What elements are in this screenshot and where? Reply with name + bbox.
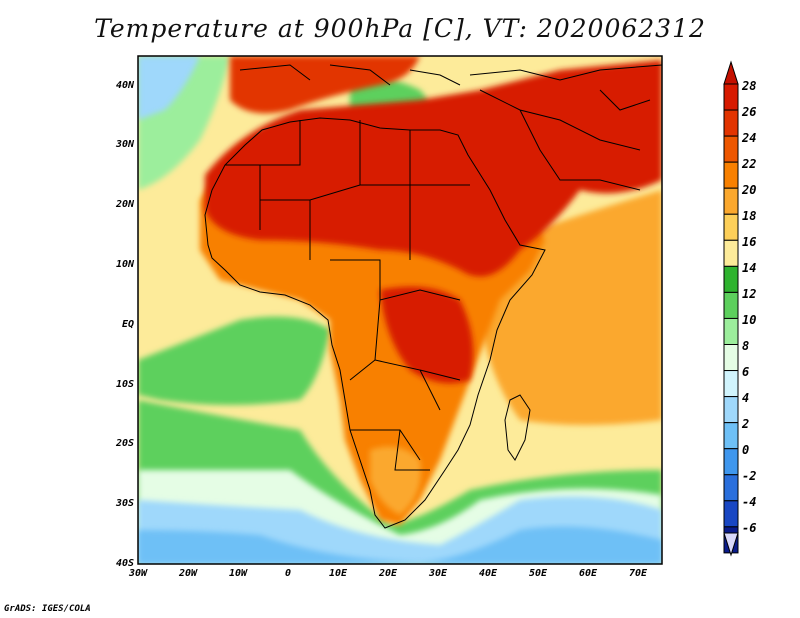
colorbar-swatch [723,291,739,319]
lon-label: 10E [329,568,348,579]
map-title: Temperature at 900hPa [C], VT: 202006231… [94,14,706,43]
lat-label: 10N [116,259,135,270]
colorbar-label: 2 [741,417,749,431]
lon-label: 30E [428,568,448,579]
lat-label: 10S [116,379,134,390]
temperature-map: 30W 20W 10W 0 10E 20E 30E 40E 50E 60E 70… [115,55,756,579]
coastlines-borders [204,64,662,529]
lon-label: 0 [285,568,291,579]
colorbar-swatch [723,187,739,215]
colorbar-swatch [723,474,739,502]
lat-label: 20S [115,438,134,449]
colorbar-label: 0 [742,443,749,457]
colorbar-swatch [723,239,739,267]
colorbar-bottom-arrow [723,532,739,557]
lat-label: 20N [115,199,135,210]
lat-axis: 40N 30N 20N 10N EQ 10S 20S 30S 40S [115,80,135,569]
colorbar-label: 6 [742,365,749,379]
lon-label: 70E [629,568,648,579]
lon-label: 50E [529,568,548,579]
colorbar-swatch [723,109,739,137]
colorbar-swatch [723,213,739,241]
colorbar-swatch [723,344,739,372]
lat-label: 40N [116,80,135,91]
lon-label: 60E [579,568,598,579]
lat-label: 30S [115,498,134,509]
colorbar-label: 20 [741,183,756,197]
colorbar-swatch [723,370,739,398]
colorbar-label: 8 [742,339,749,353]
credit-text: GrADS: IGES/COLA [4,604,91,614]
lat-label: 40S [116,558,134,569]
map-frame [137,55,663,565]
colorbar-swatch [723,448,739,476]
colorbar-top-arrow [723,60,739,85]
colorbar-label: 14 [742,261,756,275]
lon-axis: 30W 20W 10W 0 10E 20E 30E 40E 50E 60E 70… [128,568,648,579]
colorbar: 28 26 24 22 20 18 16 14 12 10 8 6 4 2 0 … [723,60,756,557]
lon-label: 10W [229,568,248,579]
lat-label: 30N [115,139,135,150]
lon-label: 40E [479,568,498,579]
colorbar-swatch [723,422,739,450]
colorbar-label: 12 [742,287,756,301]
colorbar-label: -2 [742,469,756,483]
colorbar-swatch [723,500,739,528]
temperature-field [138,56,662,564]
lat-label: EQ [122,319,134,330]
colorbar-label: 26 [741,105,756,119]
colorbar-swatch [723,396,739,424]
colorbar-swatch [723,265,739,293]
colorbar-swatch [723,161,739,189]
colorbar-swatch [723,317,739,346]
colorbar-label: 22 [741,157,756,171]
colorbar-label: 24 [741,131,756,145]
colorbar-label: 28 [741,79,756,93]
colorbar-label: 10 [742,313,756,327]
colorbar-label: -4 [742,495,756,509]
colorbar-label: -6 [742,521,756,535]
colorbar-label: 18 [742,209,756,223]
lon-label: 20W [178,568,198,579]
colorbar-swatch [723,135,739,163]
lon-label: 20E [378,568,398,579]
colorbar-label: 16 [742,235,756,249]
lon-label: 30W [128,568,148,579]
colorbar-label: 4 [742,391,749,405]
colorbar-swatch [723,83,739,111]
